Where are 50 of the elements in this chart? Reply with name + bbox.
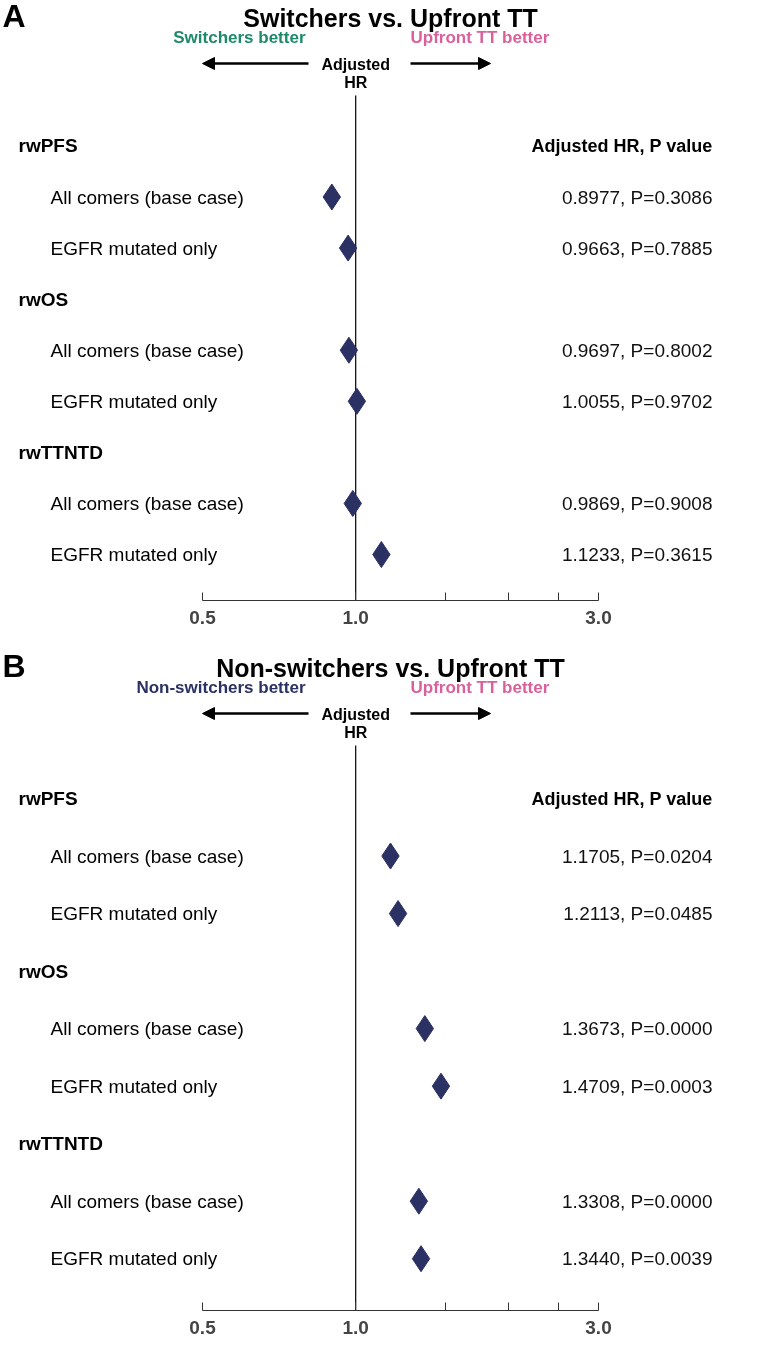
data-label: 1.1705, P=0.0204 <box>561 845 713 867</box>
data-label: 1.2113, P=0.0485 <box>563 903 713 925</box>
point <box>322 183 342 211</box>
data-label: 1.3308, P=0.0000 <box>561 1190 713 1212</box>
data-label: 0.9869, P=0.9008 <box>561 492 713 514</box>
category-label: EGFR mutated only <box>50 1075 218 1097</box>
category-label: EGFR mutated only <box>50 1248 218 1270</box>
point <box>347 387 367 415</box>
category-label: rwOS <box>18 288 69 310</box>
x-tick-label: 0.5 <box>189 1316 217 1338</box>
category-label: EGFR mutated only <box>50 544 218 566</box>
x-tick-label: 1.0 <box>342 606 369 628</box>
annotation: Adjusted HR, P value <box>531 135 713 156</box>
category-label: rwPFS <box>18 788 78 810</box>
data-label: 1.3440, P=0.0039 <box>561 1248 713 1270</box>
category-label: rwOS <box>18 960 69 982</box>
category-label: EGFR mutated only <box>50 903 218 925</box>
category-label: All comers (base case) <box>50 186 244 208</box>
text: A <box>2 0 26 34</box>
point <box>339 336 359 364</box>
data-label: 0.8977, P=0.3086 <box>561 186 713 208</box>
category-label: All comers (base case) <box>50 1018 244 1040</box>
data-label: 1.4709, P=0.0003 <box>561 1075 713 1097</box>
point <box>338 234 358 262</box>
data-label: 0.9697, P=0.8002 <box>561 339 713 361</box>
category-label: All comers (base case) <box>50 1190 244 1212</box>
point <box>431 1072 451 1100</box>
ref-line-label: Adjusted HR <box>321 55 390 92</box>
category-label: EGFR mutated only <box>50 237 218 259</box>
category-label: All comers (base case) <box>50 492 244 514</box>
category-label: rwPFS <box>18 135 78 157</box>
category-label: rwTTNTD <box>18 1133 103 1155</box>
data-label: 0.9663, P=0.7885 <box>561 237 713 259</box>
ref-line-label: Adjusted HR <box>321 705 390 742</box>
point <box>411 1245 431 1273</box>
x-tick-label: 0.5 <box>189 606 217 628</box>
x-tick-label: 3.0 <box>585 606 612 628</box>
point <box>388 900 408 928</box>
data-label: 1.3673, P=0.0000 <box>561 1018 713 1040</box>
category-label: All comers (base case) <box>50 339 244 361</box>
data-label: 1.1233, P=0.3615 <box>561 544 713 566</box>
annotation: Adjusted HR, P value <box>531 788 713 809</box>
data-label: 1.0055, P=0.9702 <box>561 390 713 412</box>
x-tick-label: 3.0 <box>585 1316 612 1338</box>
category-label: EGFR mutated only <box>50 390 218 412</box>
text: B <box>2 647 26 684</box>
category-label: All comers (base case) <box>50 845 244 867</box>
x-tick-label: 1.0 <box>342 1316 369 1338</box>
category-label: rwTTNTD <box>18 441 103 463</box>
point <box>409 1187 429 1215</box>
